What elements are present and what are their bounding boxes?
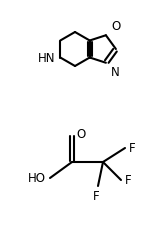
- Text: F: F: [125, 174, 132, 187]
- Text: F: F: [129, 142, 136, 155]
- Text: O: O: [111, 20, 120, 33]
- Text: O: O: [76, 127, 85, 140]
- Text: HO: HO: [28, 172, 46, 185]
- Text: HN: HN: [38, 52, 55, 65]
- Text: F: F: [93, 189, 99, 202]
- Text: N: N: [111, 65, 120, 78]
